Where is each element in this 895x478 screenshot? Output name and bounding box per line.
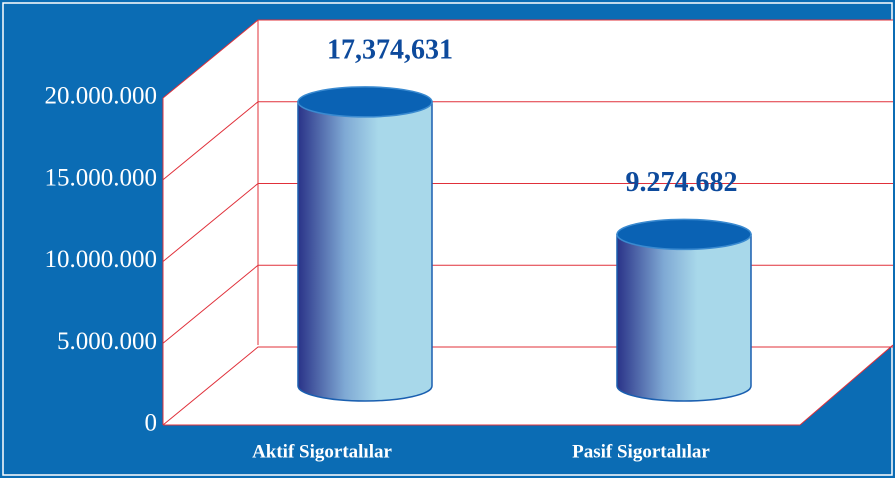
x-tick-label: Pasif Sigortalılar — [572, 441, 710, 462]
x-tick-label: Aktif Sigortalılar — [252, 441, 392, 462]
cylinder-top — [616, 218, 752, 251]
y-tick-label: 20.000.000 — [45, 83, 158, 110]
bar — [297, 101, 433, 402]
grid-line — [162, 183, 893, 262]
y-tick-label: 15.000.000 — [45, 164, 158, 191]
cylinder — [616, 218, 752, 402]
y-tick-label: 5.000.000 — [57, 328, 157, 355]
value-label: 9.274.682 — [626, 167, 738, 198]
plot-walls — [163, 20, 893, 425]
bar — [616, 233, 752, 402]
grid-line — [162, 101, 893, 181]
grid-line — [162, 19, 893, 99]
cylinder-top — [297, 86, 433, 118]
y-tick-label: 10.000.000 — [45, 246, 158, 273]
value-label: 17,374,631 — [327, 34, 453, 65]
y-tick-label: 0 — [145, 410, 158, 437]
cylinder — [297, 86, 433, 402]
floor-edge — [799, 344, 894, 426]
